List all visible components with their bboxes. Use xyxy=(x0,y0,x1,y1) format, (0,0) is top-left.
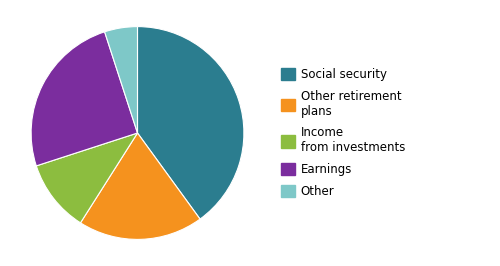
Wedge shape xyxy=(104,27,138,133)
Wedge shape xyxy=(138,27,244,219)
Legend: Social security, Other retirement
plans, Income
from investments, Earnings, Othe: Social security, Other retirement plans,… xyxy=(276,63,410,203)
Wedge shape xyxy=(36,133,138,223)
Wedge shape xyxy=(80,133,200,239)
Wedge shape xyxy=(31,32,138,166)
